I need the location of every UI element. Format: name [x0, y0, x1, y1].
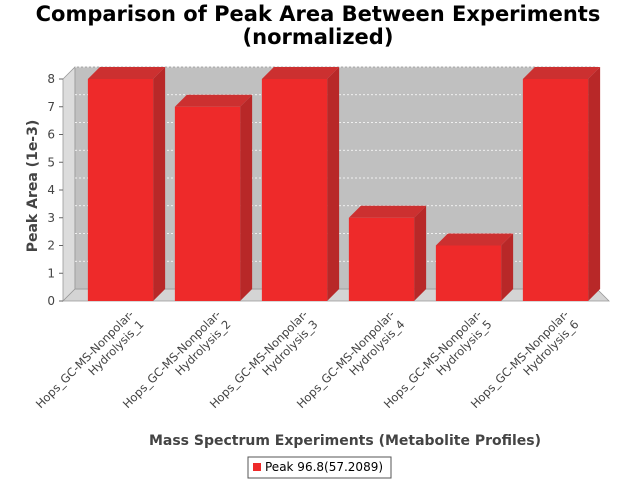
bar-front [522, 79, 589, 301]
y-tick-label: 6 [47, 128, 55, 142]
chart-title: Comparison of Peak Area Between Experime… [36, 2, 601, 49]
y-tick-label: 1 [47, 266, 55, 280]
y-axis-label: Peak Area (1e-3) [25, 120, 41, 253]
bar-side [153, 67, 166, 301]
bar-side [240, 94, 253, 301]
bar-top [522, 67, 601, 79]
bar-top [87, 67, 166, 79]
legend: Peak 96.8(57.2089) [247, 456, 392, 479]
bar [174, 94, 253, 301]
y-tick-label: 2 [47, 239, 55, 253]
x-axis-label: Mass Spectrum Experiments (Metabolite Pr… [149, 433, 541, 449]
y-tick-label: 8 [47, 72, 55, 86]
bar-top [435, 233, 514, 246]
bar [87, 67, 166, 301]
y-tick-label: 5 [47, 155, 55, 169]
legend-box [247, 456, 392, 479]
chart-title-line: (normalized) [243, 25, 394, 49]
bar [522, 67, 601, 301]
bar-front [174, 106, 241, 301]
bars [87, 67, 601, 301]
bar-top [174, 94, 253, 107]
bar-front [261, 79, 328, 301]
bar-side [501, 233, 514, 301]
chart-title-line: Comparison of Peak Area Between Experime… [36, 2, 601, 26]
plot-left-wall [62, 66, 76, 302]
bar-top [348, 205, 427, 218]
y-axis-ticks: 0 1 2 3 4 5 6 7 8 [47, 72, 63, 308]
legend-swatch [253, 463, 261, 471]
bar-front [348, 217, 415, 301]
x-axis-categories: Hops_GC-MS-Nonpolar-Hydrolysis_1Hops_GC-… [33, 307, 582, 411]
bar-side [327, 67, 340, 301]
bar [348, 205, 427, 301]
bar-top [261, 67, 340, 79]
bar-side [414, 205, 427, 301]
y-tick-label: 7 [47, 100, 55, 114]
y-tick-label: 3 [47, 211, 55, 225]
bar-front [87, 79, 154, 301]
legend-label: Peak 96.8(57.2089) [265, 460, 383, 474]
y-tick-label: 4 [47, 183, 55, 197]
bar-side [588, 67, 601, 301]
bar [261, 67, 340, 301]
y-tick-label: 0 [47, 294, 55, 308]
bar-front [435, 245, 502, 301]
bar [435, 233, 514, 301]
